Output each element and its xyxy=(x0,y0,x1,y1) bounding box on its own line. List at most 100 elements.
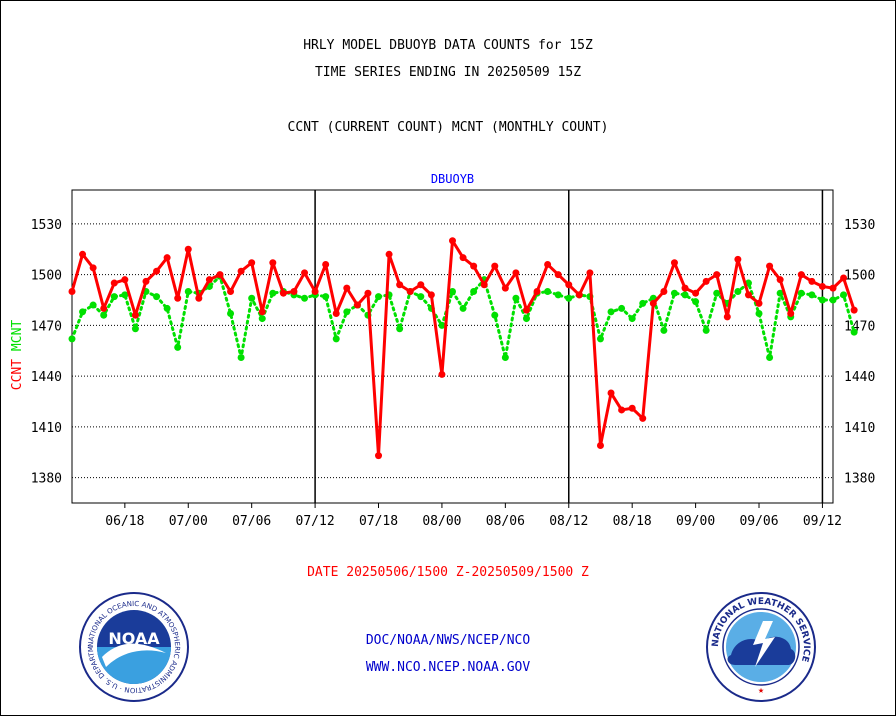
data-point-ccnt xyxy=(227,288,235,296)
data-point-mcnt xyxy=(797,289,805,297)
data-point-mcnt xyxy=(100,311,108,319)
data-point-mcnt xyxy=(829,296,837,304)
data-point-ccnt xyxy=(681,284,689,292)
data-point-mcnt xyxy=(258,315,266,323)
plot-title: DBUOYB xyxy=(431,172,474,186)
data-point-ccnt xyxy=(491,262,499,270)
data-point-ccnt xyxy=(797,271,805,279)
data-point-mcnt xyxy=(174,343,182,351)
chart-subtitle: TIME SERIES ENDING IN 20250509 15Z xyxy=(314,65,582,80)
data-point-mcnt xyxy=(639,299,647,307)
svg-text:★: ★ xyxy=(758,685,764,696)
x-tick-label: 09/12 xyxy=(803,514,842,529)
data-point-mcnt xyxy=(237,353,245,361)
data-point-mcnt xyxy=(68,335,76,343)
data-point-mcnt xyxy=(438,321,446,329)
data-point-mcnt xyxy=(522,315,530,323)
y-tick-label-right: 1380 xyxy=(844,472,875,487)
data-point-ccnt xyxy=(544,260,552,268)
data-point-ccnt xyxy=(385,250,393,258)
y-tick-label-right: 1410 xyxy=(844,421,875,436)
data-point-ccnt xyxy=(713,271,721,279)
data-point-mcnt xyxy=(163,304,171,312)
data-point-mcnt xyxy=(818,296,826,304)
data-point-ccnt xyxy=(470,262,478,270)
data-point-ccnt xyxy=(216,271,224,279)
data-point-ccnt xyxy=(776,276,784,284)
data-point-ccnt xyxy=(269,259,277,267)
data-point-mcnt xyxy=(713,289,721,297)
data-point-mcnt xyxy=(79,308,87,316)
data-point-mcnt xyxy=(681,291,689,299)
data-point-ccnt xyxy=(311,288,319,296)
data-point-ccnt xyxy=(68,288,76,296)
y-tick-label-left: 1440 xyxy=(31,370,62,385)
x-tick-label: 08/06 xyxy=(486,514,525,529)
data-point-ccnt xyxy=(840,274,848,282)
data-point-mcnt xyxy=(850,328,858,336)
data-point-mcnt xyxy=(153,293,161,301)
data-point-mcnt xyxy=(692,298,700,306)
data-point-ccnt xyxy=(575,291,583,299)
data-point-mcnt xyxy=(501,353,509,361)
data-point-mcnt xyxy=(184,288,192,296)
data-point-mcnt xyxy=(565,294,573,302)
chart-title: HRLY MODEL DBUOYB DATA COUNTS for 15Z xyxy=(303,38,593,53)
x-tick-label: 07/18 xyxy=(359,514,398,529)
data-point-mcnt xyxy=(596,335,604,343)
data-point-ccnt xyxy=(692,289,700,297)
data-point-ccnt xyxy=(755,299,763,307)
x-tick-label: 06/18 xyxy=(105,514,144,529)
y-tick-label-left: 1410 xyxy=(31,421,62,436)
data-point-mcnt xyxy=(554,291,562,299)
data-point-ccnt xyxy=(322,260,330,268)
data-point-ccnt xyxy=(184,245,192,253)
data-point-ccnt xyxy=(406,288,414,296)
data-point-mcnt xyxy=(628,315,636,323)
data-point-mcnt xyxy=(396,325,404,333)
data-point-ccnt xyxy=(89,264,97,272)
data-point-ccnt xyxy=(628,404,636,412)
data-point-ccnt xyxy=(480,281,488,289)
data-point-ccnt xyxy=(237,267,245,275)
x-tick-label: 07/06 xyxy=(232,514,271,529)
data-point-mcnt xyxy=(755,310,763,318)
data-point-ccnt xyxy=(301,269,309,277)
data-point-mcnt xyxy=(766,353,774,361)
data-point-ccnt xyxy=(343,284,351,292)
chart-legend-description: CCNT (CURRENT COUNT) MCNT (MONTHLY COUNT… xyxy=(287,120,609,135)
plot-area xyxy=(71,189,834,504)
data-point-ccnt xyxy=(607,389,615,397)
data-point-ccnt xyxy=(808,277,816,285)
data-point-mcnt xyxy=(512,294,520,302)
data-point-ccnt xyxy=(649,299,657,307)
data-point-mcnt xyxy=(227,310,235,318)
data-point-ccnt xyxy=(565,281,573,289)
y-tick-label-right: 1440 xyxy=(844,370,875,385)
data-point-ccnt xyxy=(375,452,383,460)
y-tick-label-left: 1380 xyxy=(31,472,62,487)
y-tick-label-right: 1470 xyxy=(844,319,875,334)
series-line-ccnt xyxy=(70,239,856,458)
data-point-mcnt xyxy=(702,326,710,334)
y-tick-label-left: 1500 xyxy=(31,269,62,284)
data-point-mcnt xyxy=(808,291,816,299)
y-tick-label-right: 1500 xyxy=(844,269,875,284)
noaa-logo-text: NOAA xyxy=(108,629,160,648)
data-point-ccnt xyxy=(850,306,858,314)
data-point-mcnt xyxy=(131,325,139,333)
y-tick-label-right: 1530 xyxy=(844,218,875,233)
x-tick-label: 09/00 xyxy=(676,514,715,529)
y-axis-label: CCNT MCNT xyxy=(10,320,25,391)
data-point-ccnt xyxy=(279,289,287,297)
data-point-ccnt xyxy=(153,267,161,275)
data-point-ccnt xyxy=(787,310,795,318)
data-point-ccnt xyxy=(121,276,129,284)
data-point-ccnt xyxy=(723,313,731,321)
data-point-ccnt xyxy=(353,301,361,309)
data-point-ccnt xyxy=(734,255,742,263)
data-point-ccnt xyxy=(766,262,774,270)
y-tick-label-left: 1470 xyxy=(31,319,62,334)
data-point-ccnt xyxy=(639,414,647,422)
data-point-ccnt xyxy=(596,441,604,449)
